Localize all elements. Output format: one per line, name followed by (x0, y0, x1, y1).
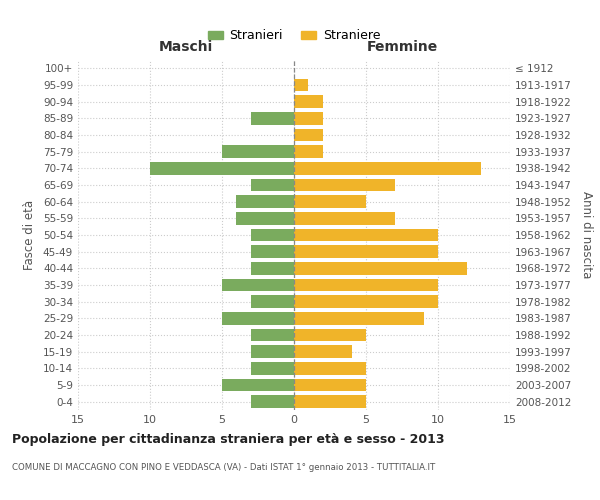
Bar (294, 296, 438, 308)
Bar (222, 379, 294, 391)
Bar (251, 246, 294, 258)
Bar (294, 179, 395, 191)
Bar (150, 162, 294, 174)
Bar (294, 279, 438, 291)
Text: COMUNE DI MACCAGNO CON PINO E VEDDASCA (VA) - Dati ISTAT 1° gennaio 2013 - TUTTI: COMUNE DI MACCAGNO CON PINO E VEDDASCA (… (12, 462, 435, 471)
Y-axis label: Anni di nascita: Anni di nascita (580, 192, 593, 278)
Bar (251, 179, 294, 191)
Bar (294, 379, 366, 391)
Bar (222, 146, 294, 158)
Bar (251, 112, 294, 124)
Bar (251, 229, 294, 241)
Text: Maschi: Maschi (159, 40, 213, 54)
Bar (294, 128, 323, 141)
Bar (236, 212, 294, 224)
Bar (236, 196, 294, 208)
Bar (294, 96, 323, 108)
Bar (294, 162, 481, 174)
Bar (294, 212, 395, 224)
Bar (294, 146, 323, 158)
Bar (294, 79, 308, 92)
Bar (222, 312, 294, 324)
Bar (251, 262, 294, 274)
Bar (294, 229, 438, 241)
Y-axis label: Fasce di età: Fasce di età (23, 200, 36, 270)
Bar (251, 362, 294, 374)
Text: Popolazione per cittadinanza straniera per età e sesso - 2013: Popolazione per cittadinanza straniera p… (12, 432, 445, 446)
Bar (294, 312, 424, 324)
Legend: Stranieri, Straniere: Stranieri, Straniere (203, 24, 385, 48)
Text: Femmine: Femmine (367, 40, 437, 54)
Bar (294, 246, 438, 258)
Bar (222, 279, 294, 291)
Bar (294, 112, 323, 124)
Bar (251, 296, 294, 308)
Bar (251, 396, 294, 408)
Bar (294, 196, 366, 208)
Bar (294, 329, 366, 341)
Bar (294, 396, 366, 408)
Bar (251, 329, 294, 341)
Bar (294, 262, 467, 274)
Bar (251, 346, 294, 358)
Bar (294, 346, 352, 358)
Bar (294, 362, 366, 374)
